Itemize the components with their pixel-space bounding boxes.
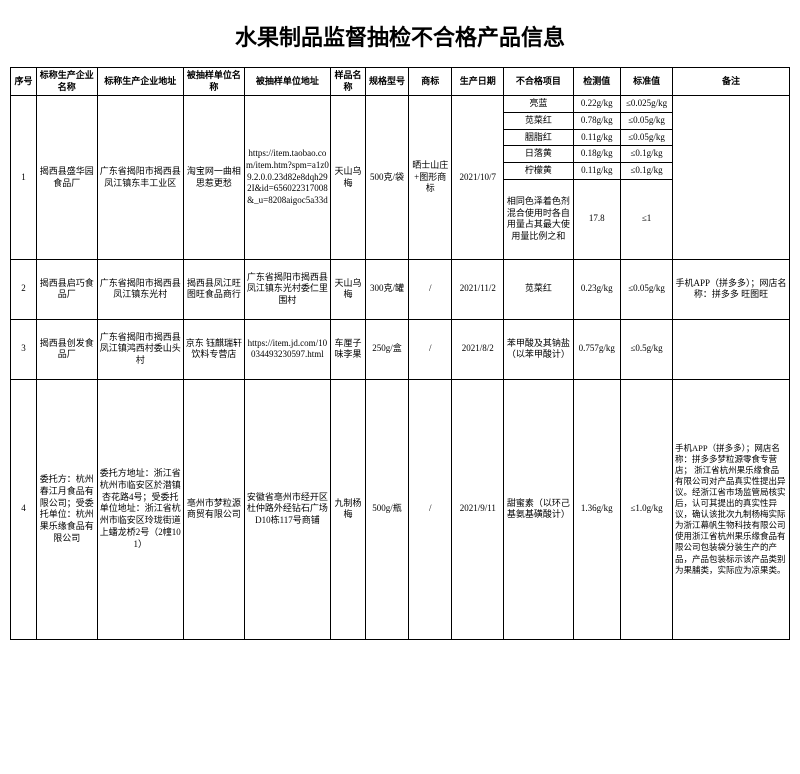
cell-date: 2021/11/2	[452, 259, 504, 319]
cell-producer-addr: 广东省揭阳市揭西县凤江镇鸿西村委山头村	[97, 319, 184, 379]
cell-date: 2021/10/7	[452, 96, 504, 259]
cell-producer: 揭西县创发食品厂	[36, 319, 97, 379]
cell-detected: 1.36g/kg	[573, 379, 621, 639]
cell-sampler-addr: 安徽省亳州市经开区杜仲路外经钻石广场D10栋117号商铺	[244, 379, 331, 639]
cell-spec: 250g/盒	[365, 319, 408, 379]
cell-spec: 500克/袋	[365, 96, 408, 259]
cell-producer: 揭西县盛华园食品厂	[36, 96, 97, 259]
cell-note: 手机APP（拼多多）；网店名称：拼多多梦粒源零食专营店； 浙江省杭州果乐缘食品有…	[673, 379, 790, 639]
page-title: 水果制品监督抽检不合格产品信息	[10, 20, 790, 52]
cell-detected: 17.8	[573, 179, 621, 259]
h-producer: 标称生产企业名称	[36, 68, 97, 96]
cell-standard: ≤1	[621, 179, 673, 259]
cell-spec: 500g/瓶	[365, 379, 408, 639]
h-idx: 序号	[11, 68, 37, 96]
cell-producer: 揭西县启巧食品厂	[36, 259, 97, 319]
cell-standard: ≤0.05g/kg	[621, 259, 673, 319]
cell-standard: ≤0.5g/kg	[621, 319, 673, 379]
cell-sample-name: 九制杨梅	[331, 379, 366, 639]
cell-producer-addr: 委托方地址：浙江省杭州市临安区於潜镇杏花路4号；受委托单位地址：浙江省杭州市临安…	[97, 379, 184, 639]
cell-idx: 3	[11, 319, 37, 379]
h-fail-item: 不合格项目	[504, 68, 573, 96]
header-row: 序号 标称生产企业名称 标称生产企业地址 被抽样单位名称 被抽样单位地址 样品名…	[11, 68, 790, 96]
cell-idx: 1	[11, 96, 37, 259]
cell-detected: 0.11g/kg	[573, 129, 621, 146]
cell-fail-item: 苯甲酸及其钠盐（以苯甲酸计）	[504, 319, 573, 379]
cell-trademark: /	[409, 379, 452, 639]
cell-detected: 0.78g/kg	[573, 113, 621, 130]
cell-sampler: 京东 钰麒瑞轩饮料专营店	[184, 319, 245, 379]
cell-detected: 0.22g/kg	[573, 96, 621, 113]
h-sampler: 被抽样单位名称	[184, 68, 245, 96]
cell-sampler-addr: 广东省揭阳市揭西县凤江镇东光村委仁里围村	[244, 259, 331, 319]
h-note: 备注	[673, 68, 790, 96]
cell-producer-addr: 广东省揭阳市揭西县凤江镇东丰工业区	[97, 96, 184, 259]
h-spec: 规格型号	[365, 68, 408, 96]
table-row: 1 揭西县盛华园食品厂 广东省揭阳市揭西县凤江镇东丰工业区 淘宝网一曲相思惹更愁…	[11, 96, 790, 113]
inspection-table: 序号 标称生产企业名称 标称生产企业地址 被抽样单位名称 被抽样单位地址 样品名…	[10, 67, 790, 640]
h-date: 生产日期	[452, 68, 504, 96]
cell-date: 2021/9/11	[452, 379, 504, 639]
cell-standard: ≤0.05g/kg	[621, 129, 673, 146]
h-sample-name: 样品名称	[331, 68, 366, 96]
cell-detected: 0.23g/kg	[573, 259, 621, 319]
cell-trademark: 晒士山庄+图形商标	[409, 96, 452, 259]
cell-sampler: 揭西县凤江旺图旺食品商行	[184, 259, 245, 319]
cell-note	[673, 319, 790, 379]
cell-sample-name: 天山乌梅	[331, 259, 366, 319]
cell-idx: 4	[11, 379, 37, 639]
cell-sample-name: 车厘子味李果	[331, 319, 366, 379]
h-detected: 检测值	[573, 68, 621, 96]
cell-trademark: /	[409, 319, 452, 379]
h-producer-addr: 标称生产企业地址	[97, 68, 184, 96]
cell-date: 2021/8/2	[452, 319, 504, 379]
cell-sampler-addr: https://item.jd.com/10034493230597.html	[244, 319, 331, 379]
cell-fail-item: 日落黄	[504, 146, 573, 163]
cell-fail-item: 苋菜红	[504, 113, 573, 130]
cell-detected: 0.11g/kg	[573, 163, 621, 180]
cell-note: 手机APP（拼多多）；网店名称：拼多多 旺图旺	[673, 259, 790, 319]
table-row: 2 揭西县启巧食品厂 广东省揭阳市揭西县凤江镇东光村 揭西县凤江旺图旺食品商行 …	[11, 259, 790, 319]
h-sampler-addr: 被抽样单位地址	[244, 68, 331, 96]
cell-standard: ≤0.05g/kg	[621, 113, 673, 130]
table-row: 3 揭西县创发食品厂 广东省揭阳市揭西县凤江镇鸿西村委山头村 京东 钰麒瑞轩饮料…	[11, 319, 790, 379]
cell-trademark: /	[409, 259, 452, 319]
cell-producer-addr: 广东省揭阳市揭西县凤江镇东光村	[97, 259, 184, 319]
cell-fail-item: 亮蓝	[504, 96, 573, 113]
cell-standard: ≤0.1g/kg	[621, 146, 673, 163]
cell-standard: ≤0.025g/kg	[621, 96, 673, 113]
cell-sampler-addr: https://item.taobao.com/item.htm?spm=a1z…	[244, 96, 331, 259]
cell-idx: 2	[11, 259, 37, 319]
cell-fail-item: 胭脂红	[504, 129, 573, 146]
cell-sampler: 亳州市梦粒源商贸有限公司	[184, 379, 245, 639]
h-standard: 标准值	[621, 68, 673, 96]
cell-note	[673, 96, 790, 259]
cell-fail-item: 柠檬黄	[504, 163, 573, 180]
cell-fail-item: 甜蜜素（以环己基氨基磺酸计）	[504, 379, 573, 639]
cell-sample-name: 天山乌梅	[331, 96, 366, 259]
cell-producer: 委托方：杭州春江月食品有限公司；受委托单位：杭州果乐缘食品有限公司	[36, 379, 97, 639]
cell-detected: 0.18g/kg	[573, 146, 621, 163]
cell-spec: 300克/罐	[365, 259, 408, 319]
cell-standard: ≤0.1g/kg	[621, 163, 673, 180]
cell-detected: 0.757g/kg	[573, 319, 621, 379]
cell-fail-item: 相同色泽着色剂混合使用时各自用量占其最大使用量比例之和	[504, 179, 573, 259]
cell-fail-item: 苋菜红	[504, 259, 573, 319]
h-trademark: 商标	[409, 68, 452, 96]
table-row: 4 委托方：杭州春江月食品有限公司；受委托单位：杭州果乐缘食品有限公司 委托方地…	[11, 379, 790, 639]
cell-sampler: 淘宝网一曲相思惹更愁	[184, 96, 245, 259]
cell-standard: ≤1.0g/kg	[621, 379, 673, 639]
